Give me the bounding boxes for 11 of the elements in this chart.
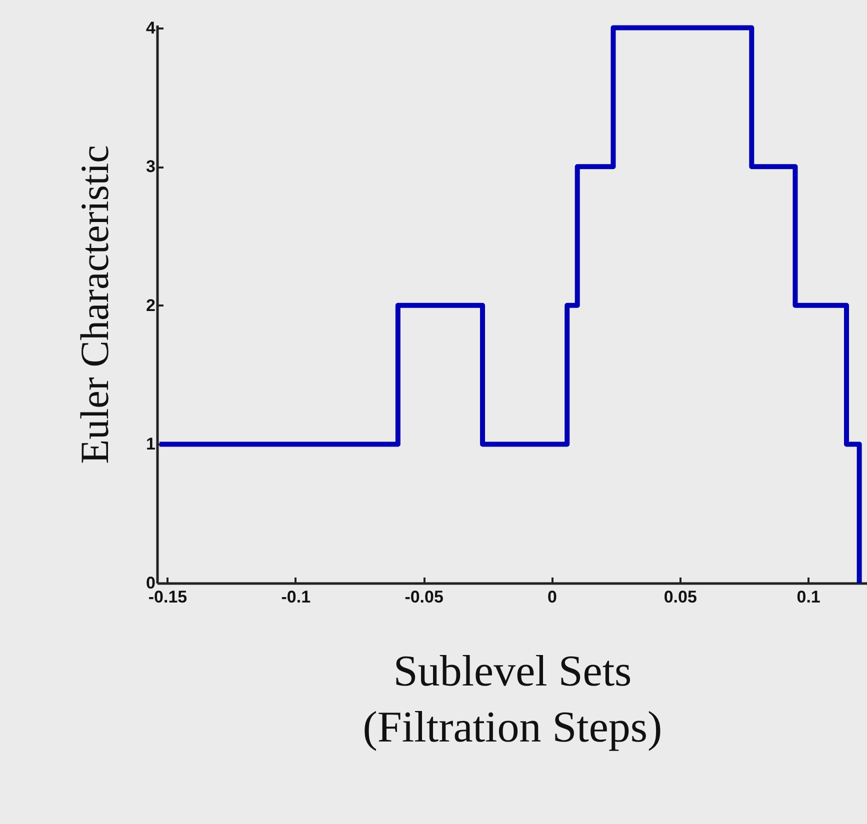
x-tick-label: -0.05	[404, 588, 444, 606]
x-tick-label: -0.1	[281, 588, 311, 606]
y-tick-label: 2	[146, 296, 156, 315]
y-tick-label: 1	[146, 434, 156, 454]
x-tick-label: 0.1	[796, 588, 820, 606]
x-axis-title: Sublevel Sets (Filtration Steps)	[362, 646, 662, 752]
y-axis-title: Euler Characteristic	[72, 145, 118, 464]
x-tick-label: 0.05	[664, 588, 697, 606]
x-tick-label: 0	[547, 588, 557, 606]
y-tick-label: 4	[146, 18, 156, 38]
y-tick-label: 3	[146, 157, 156, 176]
